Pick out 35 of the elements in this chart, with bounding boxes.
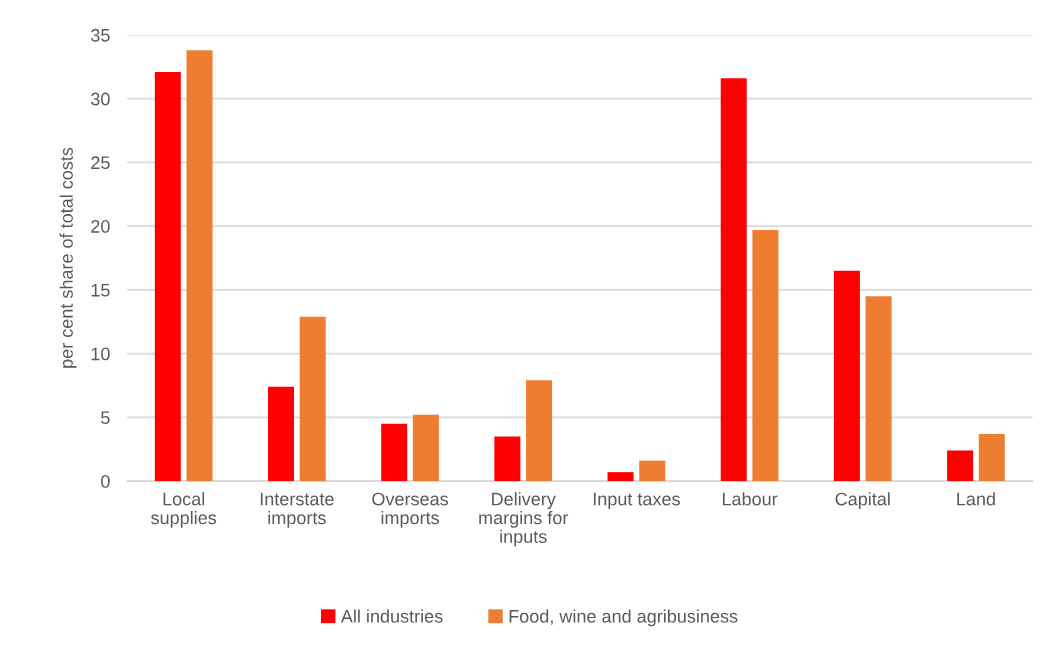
legend-label: All industries [340,609,443,623]
x-tick-label: Delivery margins for inputs [479,492,569,547]
bar [639,460,666,482]
bar [154,71,181,482]
y-tick-label: 0 [101,475,110,488]
x-tick-label: Land [957,492,995,506]
y-tick-label: 25 [91,156,110,170]
bar [947,450,974,482]
y-tick-label: 10 [91,347,110,361]
x-tick-label: Labour [722,492,778,506]
bar [752,229,779,482]
x-tick-label: Local supplies [151,492,217,528]
bar [494,436,521,482]
y-tick-label: 15 [91,283,110,297]
y-tick-label: 30 [91,92,110,106]
y-axis-title: per cent share of total costs [59,147,77,368]
bar [412,414,439,482]
bar [607,472,634,482]
bar [865,296,892,482]
bar [526,380,553,482]
bar [720,78,747,482]
bar [267,386,295,482]
y-tick-label: 5 [101,411,110,425]
legend-label: Food, wine and agribusiness [509,609,738,627]
x-tick-label: Interstate imports [260,492,334,528]
x-tick-label: Overseas imports [372,492,449,528]
x-tick-label: Input taxes [593,492,680,510]
bar [299,316,326,482]
bar [186,50,213,482]
bar [833,270,860,482]
bar [381,423,408,482]
bar [978,433,1005,482]
y-tick-label: 20 [91,220,110,233]
y-tick-label: 35 [91,28,110,42]
x-tick-label: Capital [835,492,890,510]
